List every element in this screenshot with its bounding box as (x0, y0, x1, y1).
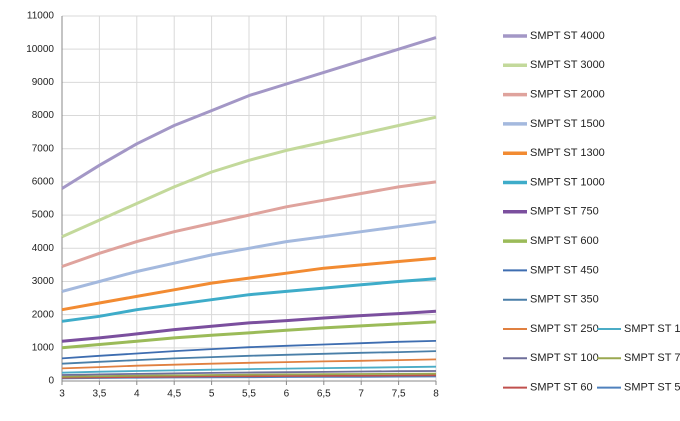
legend-label: SMPT ST 1300 (530, 147, 605, 159)
legend-label: SMPT ST 75 (624, 352, 680, 364)
y-tick-label: 7000 (32, 143, 55, 154)
x-tick-label: 6,5 (317, 389, 331, 400)
legend-label: SMPT ST 750 (530, 206, 599, 218)
y-tick-label: 3000 (32, 276, 55, 287)
series-line (61, 277, 437, 323)
series-line (61, 372, 437, 378)
series-line (61, 115, 437, 239)
series-line (61, 309, 437, 343)
x-tick-label: 7,5 (392, 389, 406, 400)
legend-label: SMPT ST 2000 (530, 89, 605, 101)
y-tick-label: 5000 (32, 210, 55, 221)
y-tick-label: 6000 (32, 177, 55, 188)
series-line (61, 374, 437, 379)
x-tick-label: 5,5 (242, 389, 256, 400)
x-tick-label: 3,5 (92, 389, 106, 400)
x-tick-label: 5 (209, 389, 215, 400)
series-line (61, 180, 437, 268)
x-tick-label: 3 (59, 389, 65, 400)
legend-label: SMPT ST 600 (530, 235, 599, 247)
series-line (61, 340, 437, 360)
y-tick-label: 1000 (32, 342, 55, 353)
x-tick-label: 4,5 (167, 389, 181, 400)
y-tick-label: 9000 (32, 77, 55, 88)
legend-label: SMPT ST 60 (530, 382, 593, 394)
series-line (61, 256, 437, 312)
x-tick-label: 8 (433, 389, 439, 400)
legend-label: SMPT ST 4000 (530, 30, 605, 42)
legend-label: SMPT ST 150 (624, 323, 680, 335)
series-line (61, 320, 437, 350)
legend-label: SMPT ST 350 (530, 294, 599, 306)
y-tick-label: 10000 (26, 44, 54, 55)
series-line (61, 36, 437, 190)
legend-label: SMPT ST 450 (530, 264, 599, 276)
legend-label: SMPT ST 1500 (530, 118, 605, 130)
series-line (61, 370, 437, 376)
x-tick-label: 7 (358, 389, 364, 400)
legend-label: SMPT ST 100 (530, 352, 599, 364)
series-line (61, 220, 437, 293)
y-tick-label: 4000 (32, 243, 55, 254)
y-tick-label: 8000 (32, 110, 55, 121)
legend-label: SMPT ST 1000 (530, 176, 605, 188)
x-tick-label: 4 (134, 389, 140, 400)
legend-label: SMPT ST 250 (530, 323, 599, 335)
series-line (61, 365, 437, 374)
y-tick-label: 2000 (32, 309, 55, 320)
series-line (61, 350, 437, 365)
legend-label: SMPT ST 3000 (530, 59, 605, 71)
y-tick-label: 0 (48, 376, 54, 387)
legend-label: SMPT ST 50 (624, 382, 680, 394)
x-tick-label: 6 (284, 389, 290, 400)
y-tick-label: 11000 (27, 11, 55, 22)
series-line (61, 358, 437, 370)
